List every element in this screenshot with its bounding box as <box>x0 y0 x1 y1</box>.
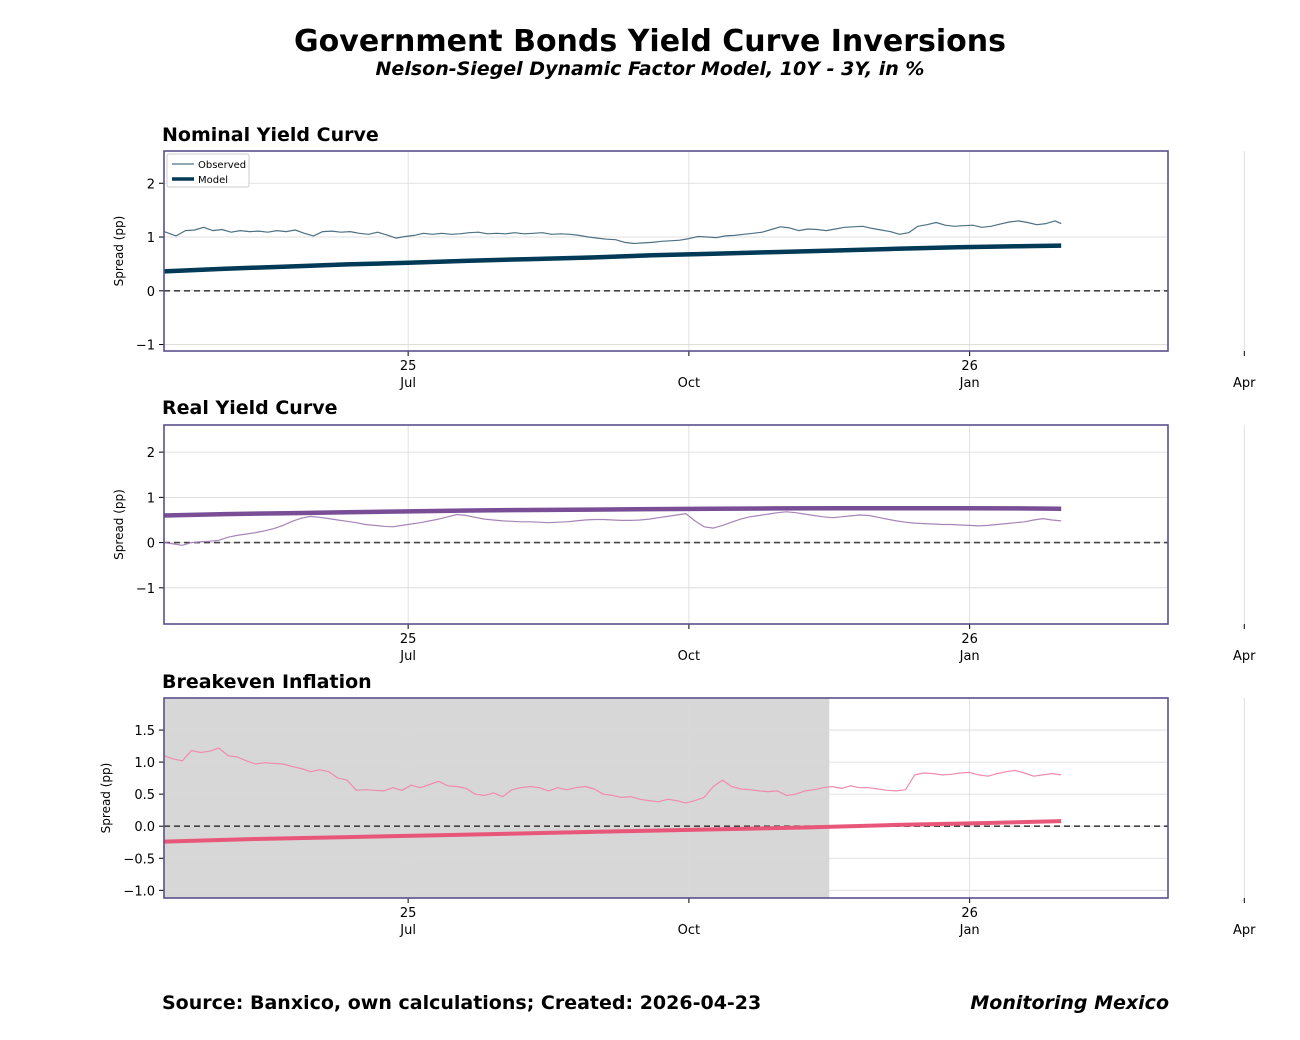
nominal-ytick-label: 2 <box>147 177 155 192</box>
real-ylabel: Spread (pp) <box>112 489 126 560</box>
nominal-series-model <box>163 243 1062 274</box>
nominal-xtick-label: Jan <box>959 376 980 391</box>
nominal-frame <box>163 150 1169 352</box>
real-xtick-label: 26 <box>961 632 978 647</box>
nominal-xtick-label: Oct <box>678 376 700 391</box>
nominal-ylabel: Spread (pp) <box>112 216 126 287</box>
breakeven-series-observed <box>163 747 1062 804</box>
real-xtick-label: Jul <box>399 649 416 664</box>
breakeven-xtick-label: 25 <box>400 906 417 921</box>
nominal-xtick-label: 25 <box>400 359 417 374</box>
real-series-observed <box>163 511 1062 546</box>
breakeven-xtick-label: 26 <box>961 906 978 921</box>
real-xtick-label: Oct <box>678 649 700 664</box>
nominal-panel-title: Nominal Yield Curve <box>162 124 379 146</box>
breakeven-panel-title: Breakeven Inflation <box>162 671 372 693</box>
main-title: Government Bonds Yield Curve Inversions <box>294 24 1006 59</box>
footer-source: Source: Banxico, own calculations; Creat… <box>162 992 762 1014</box>
legend-label-observed: Observed <box>198 160 246 171</box>
real-panel-title: Real Yield Curve <box>162 397 338 419</box>
nominal-ytick-label: 0 <box>147 285 155 300</box>
real-frame <box>163 424 1169 625</box>
subtitle: Nelson-Siegel Dynamic Factor Model, 10Y … <box>375 58 925 80</box>
real-ytick-label: −1 <box>136 582 155 597</box>
breakeven-chart: −1.0 −0.5 0.0 0.5 1.0 1.5 25 Jul Oct 26 Jan Apr Spre… <box>99 697 1256 938</box>
footer-brand: Monitoring Mexico <box>970 992 1169 1014</box>
nominal-legend: Observed Model <box>166 153 250 188</box>
real-xtick-label: 25 <box>400 632 417 647</box>
nominal-series-observed <box>163 220 1062 245</box>
real-ytick-label: 1 <box>147 491 155 506</box>
breakeven-ytick-label: −0.5 <box>123 852 155 867</box>
nominal-xtick-label: Apr <box>1233 376 1256 391</box>
real-ytick-label: 0 <box>147 537 155 552</box>
breakeven-xtick-label: Apr <box>1233 923 1256 938</box>
breakeven-frame <box>163 697 1169 899</box>
real-ytick-label: 2 <box>147 446 155 461</box>
nominal-xtick-label: 26 <box>961 359 978 374</box>
breakeven-ylabel: Spread (pp) <box>99 763 113 834</box>
breakeven-xtick-label: Jan <box>959 923 980 938</box>
real-series-model <box>163 505 1062 518</box>
breakeven-xtick-label: Jul <box>399 923 416 938</box>
nominal-ytick-label: 1 <box>147 231 155 246</box>
breakeven-xtick-label: Oct <box>678 923 700 938</box>
nominal-xtick-label: Jul <box>399 376 416 391</box>
breakeven-ytick-label: 0.5 <box>134 788 155 803</box>
nominal-ytick-label: −1 <box>136 339 155 354</box>
real-chart: −1 0 1 2 25 Jul Oct 26 Jan Apr Spread (pp) <box>112 424 1256 664</box>
breakeven-ytick-label: 0.0 <box>134 820 155 835</box>
real-xtick-label: Apr <box>1233 649 1256 664</box>
real-xtick-label: Jan <box>959 649 980 664</box>
breakeven-ytick-label: −1.0 <box>123 884 155 899</box>
breakeven-shaded-region <box>164 698 830 898</box>
breakeven-series-model <box>163 819 1062 844</box>
breakeven-ytick-label: 1.5 <box>134 724 155 739</box>
nominal-chart: −1 0 1 2 25 Jul Oct 26 Jan Apr Spread (pp) Observed… <box>112 150 1256 391</box>
legend-label-model: Model <box>198 175 228 186</box>
breakeven-ytick-label: 1.0 <box>134 756 155 771</box>
